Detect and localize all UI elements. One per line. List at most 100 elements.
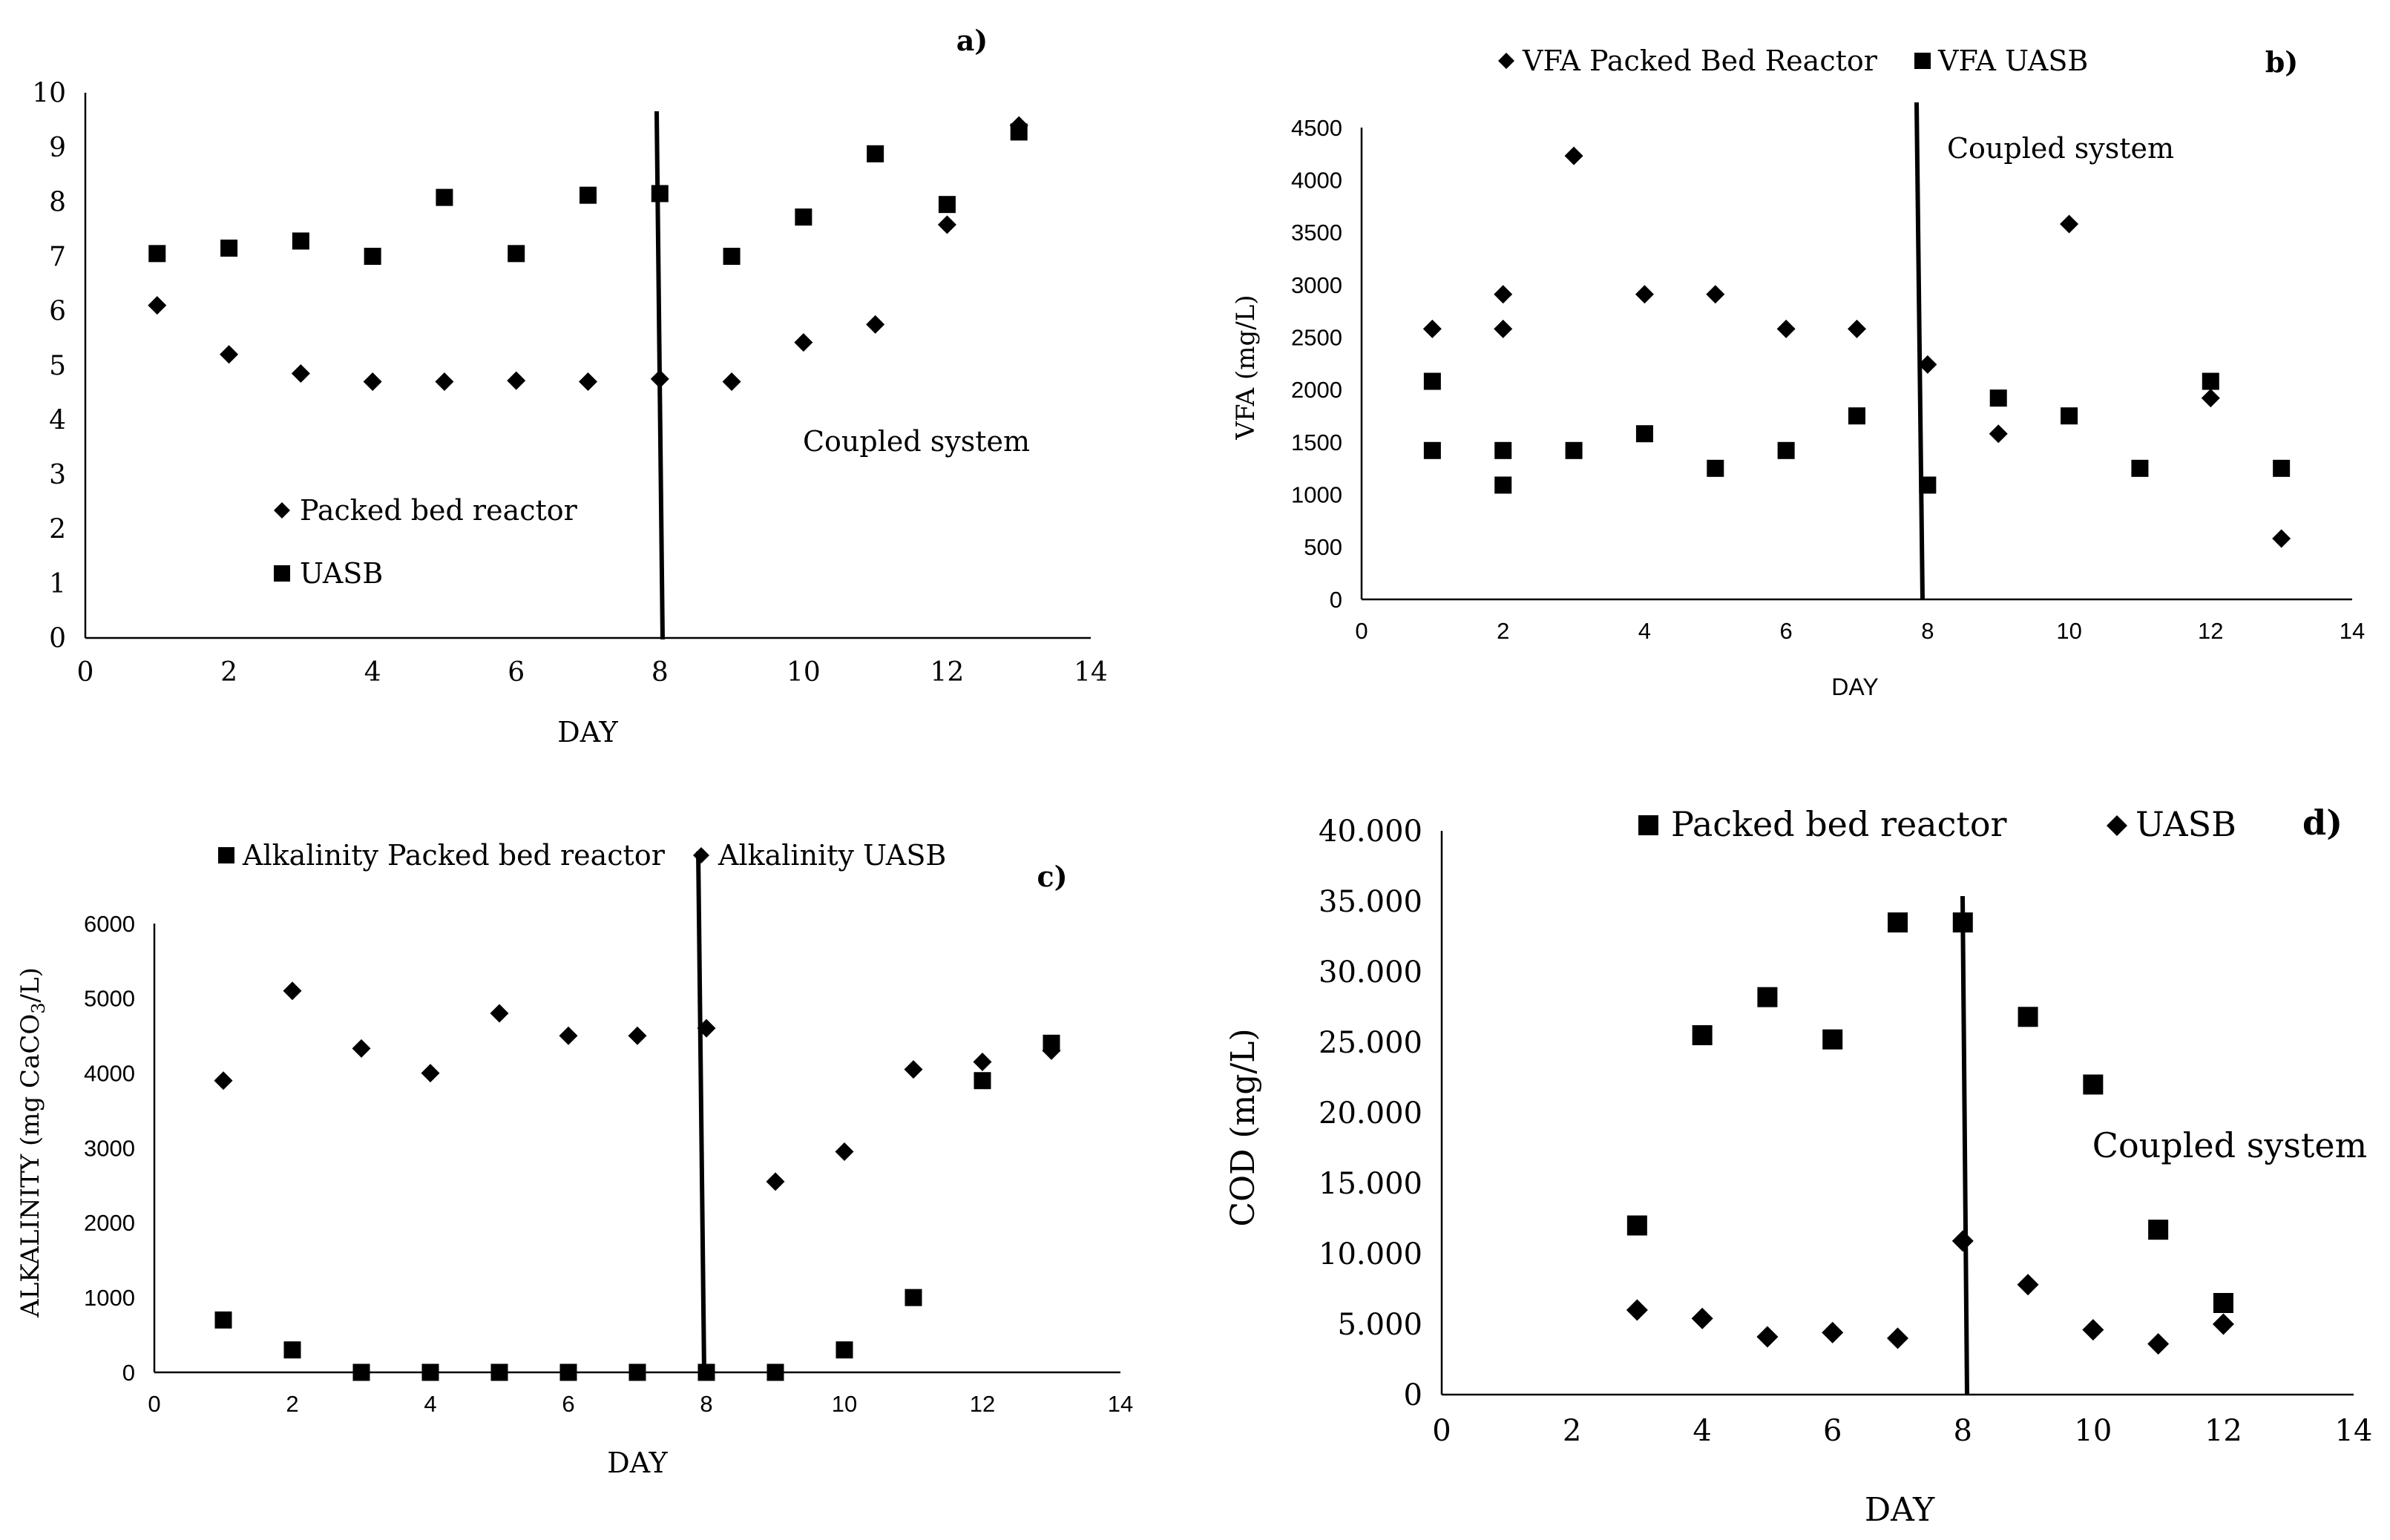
data-point-vfa-packed-bed-reactor-b (1422, 319, 1442, 338)
y-tick-label-c: 5000 (84, 986, 135, 1012)
data-point-vfa-packed-bed-reactor-b (2272, 529, 2291, 548)
legend-marker-alkalinity-packed-bed-c (218, 847, 234, 863)
panel-label-d: d) (2302, 803, 2343, 843)
data-point-packed-bed-reactor-a (291, 364, 310, 384)
coupled-system-divider-c (696, 851, 706, 1373)
y-axis-label-d: COD (mg/L) (1224, 1028, 1262, 1226)
data-point-uasb-d (1887, 1327, 1908, 1349)
x-tick-label-c: 6 (562, 1391, 574, 1417)
x-tick-label-b: 6 (1780, 618, 1793, 644)
legend-a: Packed bed reactor UASB (274, 494, 578, 590)
data-point-vfa-packed-bed-reactor-b (1494, 319, 1513, 338)
panel-label-a: a) (956, 24, 988, 57)
data-point-packed-bed-reactor-a (722, 372, 741, 392)
x-tick-label-b: 8 (1921, 618, 1934, 644)
data-point-alkalinity-uasb-c (766, 1172, 785, 1191)
data-point-packed-bed-reactor-d (1692, 1025, 1713, 1045)
legend-label-uasb-a: UASB (300, 557, 383, 590)
data-point-packed-bed-reactor-d (2148, 1220, 2169, 1240)
x-tick-label-c: 8 (700, 1391, 712, 1417)
x-tick-label-d: 12 (2204, 1414, 2242, 1448)
x-tick-label-c: 14 (1108, 1391, 1133, 1417)
y-tick-label-d: 15.000 (1319, 1167, 1422, 1201)
legend-marker-vfa-uasb-b (1914, 53, 1931, 69)
y-tick-label-a: 2 (49, 515, 66, 545)
legend-label-vfa-packed-bed-b: VFA Packed Bed Reactor (1522, 45, 1878, 77)
y-tick-label-a: 6 (49, 297, 66, 327)
data-point-uasb-d (2082, 1319, 2104, 1341)
data-point-packed-bed-reactor-a (794, 333, 813, 352)
data-point-alkalinity-uasb-c (283, 981, 302, 1001)
x-tick-label-d: 2 (1563, 1414, 1581, 1448)
data-point-uasb-a (651, 185, 669, 203)
y-tick-label-a: 7 (49, 242, 66, 272)
x-tick-label-d: 8 (1954, 1414, 1972, 1448)
data-point-alkalinity-uasb-c (835, 1142, 854, 1162)
data-point-vfa-uasb-b (2273, 459, 2291, 477)
y-tick-label-b: 1500 (1291, 430, 1342, 455)
y-tick-label-a: 9 (49, 133, 66, 163)
y-tick-label-b: 4500 (1291, 115, 1342, 141)
x-tick-label-b: 12 (2198, 618, 2223, 644)
x-tick-label-c: 12 (970, 1391, 995, 1417)
chart-panel-a: a) DAY Coupled system Packed bed reactor… (32, 24, 1108, 748)
data-point-alkalinity-uasb-c (1042, 1041, 1061, 1060)
data-point-vfa-uasb-b (2202, 372, 2219, 390)
x-tick-label-a: 4 (364, 657, 381, 688)
data-point-alkalinity-packed-bed-reactor-c (421, 1363, 439, 1381)
legend-label-vfa-uasb-b: VFA UASB (1937, 45, 2088, 77)
data-point-alkalinity-uasb-c (559, 1026, 578, 1045)
x-tick-label-c: 2 (286, 1391, 298, 1417)
y-tick-label-b: 2000 (1291, 377, 1342, 403)
x-tick-label-d: 6 (1823, 1414, 1842, 1448)
x-tick-label-a: 12 (930, 657, 965, 688)
y-tick-label-c: 2000 (84, 1210, 135, 1236)
data-point-alkalinity-packed-bed-reactor-c (490, 1363, 508, 1381)
data-point-alkalinity-packed-bed-reactor-c (628, 1363, 646, 1381)
coupled-system-divider-d (1960, 895, 1969, 1395)
data-point-vfa-packed-bed-reactor-b (1494, 285, 1513, 304)
data-point-vfa-uasb-b (1919, 476, 1937, 494)
data-point-uasb-a (436, 188, 453, 206)
y-tick-label-d: 20.000 (1319, 1096, 1422, 1131)
y-tick-label-d: 30.000 (1319, 955, 1422, 990)
data-point-alkalinity-packed-bed-reactor-c (766, 1363, 784, 1381)
annotation-coupled-system-a: Coupled system (803, 425, 1030, 458)
x-tick-label-a: 14 (1074, 657, 1108, 688)
y-axis-label-c: ALKALINITY (mg CaCO3/L) (16, 967, 49, 1318)
legend-d: Packed bed reactor UASB (1638, 804, 2236, 844)
data-point-vfa-uasb-b (1494, 441, 1512, 459)
data-point-uasb-a (938, 196, 956, 214)
data-point-alkalinity-packed-bed-reactor-c (214, 1311, 232, 1329)
data-point-alkalinity-uasb-c (421, 1064, 440, 1083)
data-point-alkalinity-uasb-c (973, 1053, 992, 1072)
data-point-uasb-a (364, 248, 381, 265)
data-point-vfa-uasb-b (1989, 389, 2007, 407)
data-point-packed-bed-reactor-a (937, 215, 956, 234)
y-tick-label-c: 1000 (84, 1285, 135, 1311)
data-point-alkalinity-packed-bed-reactor-c (835, 1341, 853, 1359)
data-point-vfa-uasb-b (1777, 441, 1795, 459)
legend-marker-packed-bed-d (1638, 815, 1658, 835)
data-point-alkalinity-packed-bed-reactor-c (697, 1363, 715, 1381)
x-axis-label-c: DAY (607, 1447, 668, 1479)
x-tick-label-a: 0 (77, 657, 94, 688)
y-tick-label-d: 10.000 (1319, 1237, 1422, 1271)
y-tick-label-a: 8 (49, 188, 66, 218)
data-point-alkalinity-packed-bed-reactor-c (974, 1072, 991, 1090)
y-tick-label-a: 1 (49, 569, 66, 599)
data-point-vfa-packed-bed-reactor-b (1776, 319, 1796, 338)
y-tick-label-a: 5 (49, 351, 66, 381)
x-axis-label-d: DAY (1865, 1491, 1935, 1529)
data-point-vfa-uasb-b (1565, 441, 1583, 459)
data-point-vfa-packed-bed-reactor-b (2201, 389, 2220, 408)
coupled-system-divider-b (1914, 102, 1925, 600)
data-point-uasb-d (2212, 1313, 2234, 1335)
data-point-vfa-uasb-b (2061, 407, 2078, 425)
data-point-packed-bed-reactor-a (148, 296, 167, 315)
data-point-packed-bed-reactor-d (1757, 987, 1778, 1007)
data-point-alkalinity-uasb-c (490, 1004, 509, 1023)
data-point-uasb-a (795, 208, 812, 226)
data-point-alkalinity-uasb-c (904, 1060, 923, 1079)
